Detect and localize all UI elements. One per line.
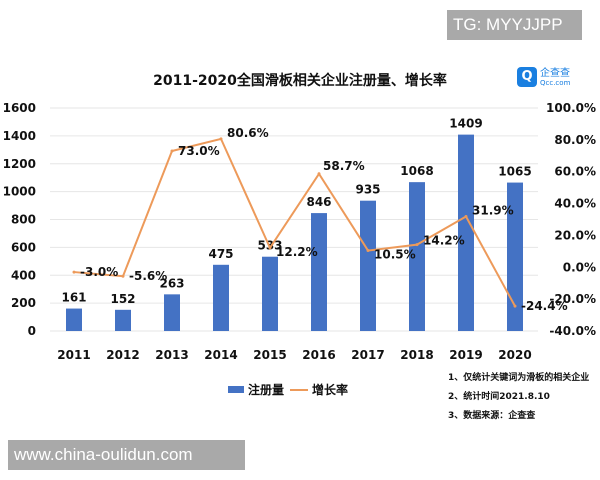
watermark-top: TG: MYYJJPP [447, 10, 582, 40]
line-point [219, 137, 223, 141]
bar-label: 1068 [400, 164, 433, 178]
chart-title: 2011-2020全国滑板相关企业注册量、增长率 [153, 73, 447, 89]
line-point [72, 270, 76, 274]
x-tick: 2017 [351, 348, 384, 362]
line-point [513, 304, 517, 308]
y-right-tick: 80.0% [554, 133, 596, 147]
y-left-tick: 1600 [3, 101, 36, 115]
x-tick: 2014 [204, 348, 237, 362]
line-point [170, 149, 174, 153]
y-left-tick: 0 [28, 324, 36, 338]
y-right-tick: -40.0% [549, 324, 596, 338]
line-label: 14.2% [423, 234, 465, 248]
y-right-tick: 60.0% [554, 165, 596, 179]
bar [409, 182, 425, 331]
legend-line-label: 增长率 [312, 383, 349, 397]
y-right-tick: -20.0% [549, 292, 596, 306]
x-tick: 2011 [57, 348, 90, 362]
x-tick: 2012 [106, 348, 139, 362]
y-right-tick: 100.0% [546, 101, 596, 115]
y-left-tick: 400 [11, 268, 36, 282]
line-label: 12.2% [276, 245, 318, 259]
line-label: 80.6% [227, 126, 269, 140]
bar [164, 294, 180, 331]
bar [311, 213, 327, 331]
bar [507, 182, 523, 331]
legend-bar-swatch [228, 386, 244, 393]
line-point [317, 172, 321, 176]
line-label: -24.4% [521, 299, 568, 313]
bar [458, 134, 474, 331]
line-label: 31.9% [472, 203, 514, 217]
y-right-tick: 0.0% [563, 260, 596, 274]
bar-label: 161 [61, 291, 86, 305]
y-left-tick: 800 [11, 213, 36, 227]
logo-name: 企查查 [540, 67, 570, 79]
x-tick: 2019 [449, 348, 482, 362]
legend-bar: 注册量 [228, 381, 284, 398]
bar-label: 846 [306, 195, 331, 209]
bar-label: 475 [208, 247, 233, 261]
bar-label: 263 [159, 276, 184, 290]
legend-line: 增长率 [290, 381, 348, 398]
y-right-tick: 40.0% [554, 197, 596, 211]
x-tick: 2013 [155, 348, 188, 362]
note-2: 2、统计时间2021.8.10 [448, 392, 550, 402]
bar [66, 308, 82, 331]
line-point [121, 274, 125, 278]
legend-line-swatch [290, 388, 308, 391]
growth-line [73, 137, 516, 307]
line-label: 58.7% [323, 159, 365, 173]
bar [213, 264, 229, 331]
line-label: 10.5% [374, 248, 416, 262]
y-left-tick: 1200 [3, 157, 36, 171]
bar [360, 200, 376, 331]
line-label: 73.0% [178, 144, 220, 158]
y-left-tick: 1000 [3, 185, 36, 199]
line-label: -3.0% [80, 265, 118, 279]
y-left-tick: 600 [11, 240, 36, 254]
bar-label: 1409 [449, 117, 482, 131]
note-1: 1、仅统计关键词为滑板的相关企业 [448, 373, 590, 383]
x-tick: 2018 [400, 348, 433, 362]
legend-bar-label: 注册量 [248, 383, 285, 397]
x-tick: 2016 [302, 348, 335, 362]
line-label: -5.6% [129, 269, 167, 283]
logo: Q 企查查 Qcc.com [517, 67, 570, 87]
bar-label: 1065 [498, 165, 531, 179]
y-left-tick: 1400 [3, 129, 36, 143]
line-point [415, 243, 419, 247]
x-tick: 2020 [498, 348, 531, 362]
y-right-tick: 20.0% [554, 228, 596, 242]
logo-domain: Qcc.com [540, 78, 571, 87]
line-point [366, 249, 370, 253]
bar-label: 152 [110, 292, 135, 306]
bar-label: 935 [355, 183, 380, 197]
y-left-tick: 200 [11, 296, 36, 310]
qcc-logo-icon: Q [517, 67, 537, 87]
watermark-bottom: www.china-oulidun.com [8, 440, 245, 470]
bar [262, 256, 278, 331]
note-3: 3、数据来源：企查查 [448, 411, 536, 421]
line-point [464, 214, 468, 218]
line-point [268, 246, 272, 250]
x-tick: 2015 [253, 348, 286, 362]
bar [115, 309, 131, 331]
